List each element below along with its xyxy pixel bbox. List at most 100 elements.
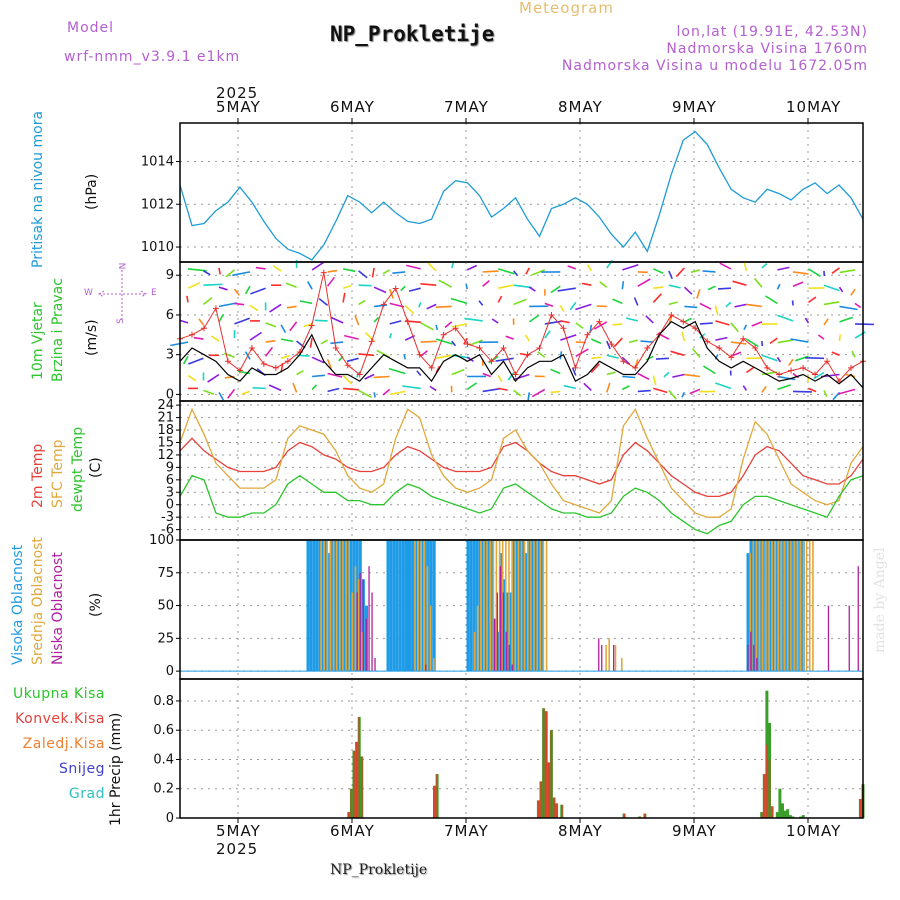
wind-arrow xyxy=(326,359,332,369)
wind-arrow xyxy=(343,387,359,391)
wind-arrow xyxy=(358,270,368,279)
cloud-bar xyxy=(505,631,507,672)
cloud-bar xyxy=(749,553,751,672)
cloud-bar xyxy=(360,631,363,672)
cloud-bar xyxy=(827,605,830,672)
temperature-ytick: -3 xyxy=(161,510,174,525)
cloud-bar xyxy=(799,540,802,672)
wind-arrow xyxy=(804,317,810,324)
wind-arrow xyxy=(435,338,453,345)
model-altitude: Nadmorska Visina u modelu 1672.05m xyxy=(561,58,868,74)
wind-arrow xyxy=(420,283,437,286)
cloud-bar xyxy=(752,540,755,672)
wind-arrow xyxy=(745,366,755,374)
wind-arrow xyxy=(218,302,237,308)
wind-arrow xyxy=(537,351,546,358)
wind-arrow xyxy=(358,389,372,399)
wind-arrow xyxy=(777,266,790,271)
cloud-bar xyxy=(315,540,319,672)
precip-total-bar xyxy=(788,815,792,818)
wind-gust-point xyxy=(380,301,387,308)
wind-gust-point xyxy=(812,371,819,378)
wind-arrow xyxy=(569,301,577,311)
precip-conv-bar xyxy=(553,797,555,818)
wind-arrow xyxy=(567,265,577,270)
cloud-bar xyxy=(534,540,538,672)
wind-arrow xyxy=(390,390,406,396)
temperature-ytick: 15 xyxy=(157,435,174,450)
precip-total-bar xyxy=(783,810,787,818)
cloud-ytick: 50 xyxy=(157,599,174,614)
wind-gust-point xyxy=(680,318,687,325)
wind-gust-point xyxy=(452,325,459,332)
cloud-bar xyxy=(542,540,545,672)
wind-gust-point xyxy=(632,364,639,371)
cloud-bar xyxy=(533,540,535,672)
cloud-bar xyxy=(613,644,615,672)
cloud-bar xyxy=(335,540,338,672)
wind-gust-point xyxy=(668,311,675,318)
wind-arrow xyxy=(435,324,438,331)
wind-arrow xyxy=(730,322,739,333)
wind-arrow xyxy=(655,357,669,360)
wind-arrow xyxy=(326,276,336,287)
wind-arrow xyxy=(823,390,828,398)
cloud-bar xyxy=(346,540,350,672)
wind-arrow xyxy=(702,270,716,273)
wind-arrow xyxy=(170,341,189,347)
wind-arrow xyxy=(358,284,372,287)
precip-conv-bar xyxy=(768,759,771,818)
wind-arrow xyxy=(550,368,561,375)
precip-conv-bar xyxy=(545,711,547,818)
cloud-bar xyxy=(389,540,393,672)
wind-panel-frame xyxy=(179,261,864,402)
wind-arrow xyxy=(707,285,716,291)
cloud-bar xyxy=(857,566,859,672)
wind-arrow xyxy=(296,340,306,349)
cloud-bar xyxy=(309,540,313,672)
wind-arrow xyxy=(743,324,748,331)
wind-arrow xyxy=(808,296,817,304)
precip-total-bar xyxy=(778,788,782,818)
wind-arrow xyxy=(268,384,282,392)
wind-gust-point xyxy=(800,364,807,371)
temperature-ytick: 6 xyxy=(166,473,174,488)
precip-conv-bar xyxy=(771,806,773,818)
wind-arrow xyxy=(792,281,804,287)
wind-arrow xyxy=(583,382,592,391)
top-day-label: 8MAY xyxy=(558,98,603,116)
wind-gust-point xyxy=(512,371,519,378)
wind-arrow xyxy=(559,351,563,360)
wind-arrow xyxy=(320,339,328,345)
precipitation-ytick: 0.8 xyxy=(153,694,174,709)
wind-arrow xyxy=(730,341,747,345)
wind-arrow xyxy=(761,262,768,269)
precip-conv-bar xyxy=(348,812,350,818)
wind-arrow xyxy=(249,304,259,312)
wind-arrow xyxy=(769,337,778,345)
precip-conv-bar xyxy=(859,799,862,818)
precip-total-bar xyxy=(801,815,805,818)
wind-arrow xyxy=(218,392,225,401)
wind-arrow xyxy=(765,295,778,305)
cloud-bar xyxy=(540,540,544,672)
cloud-bar xyxy=(521,540,525,672)
wind-arrow xyxy=(586,264,592,272)
wind-arrow xyxy=(354,315,360,326)
precipitation-ytick: 0 xyxy=(166,811,174,826)
top-day-label: 5MAY xyxy=(216,98,261,116)
wind-arrow xyxy=(299,300,313,305)
wind-arrow xyxy=(575,348,589,357)
cloud-bar xyxy=(530,540,532,672)
wind-arrow xyxy=(813,371,825,380)
wind-arrow xyxy=(528,286,536,292)
model-label: Model xyxy=(67,20,115,36)
cloud-bar xyxy=(486,540,488,672)
wind-arrow xyxy=(831,267,840,274)
wind-arrow xyxy=(621,281,625,290)
cloud-bar xyxy=(747,644,749,672)
wind-arrow xyxy=(690,269,701,274)
wind-arrow xyxy=(427,261,437,272)
cloud-bar xyxy=(780,540,783,672)
cloud-bar xyxy=(426,566,429,672)
